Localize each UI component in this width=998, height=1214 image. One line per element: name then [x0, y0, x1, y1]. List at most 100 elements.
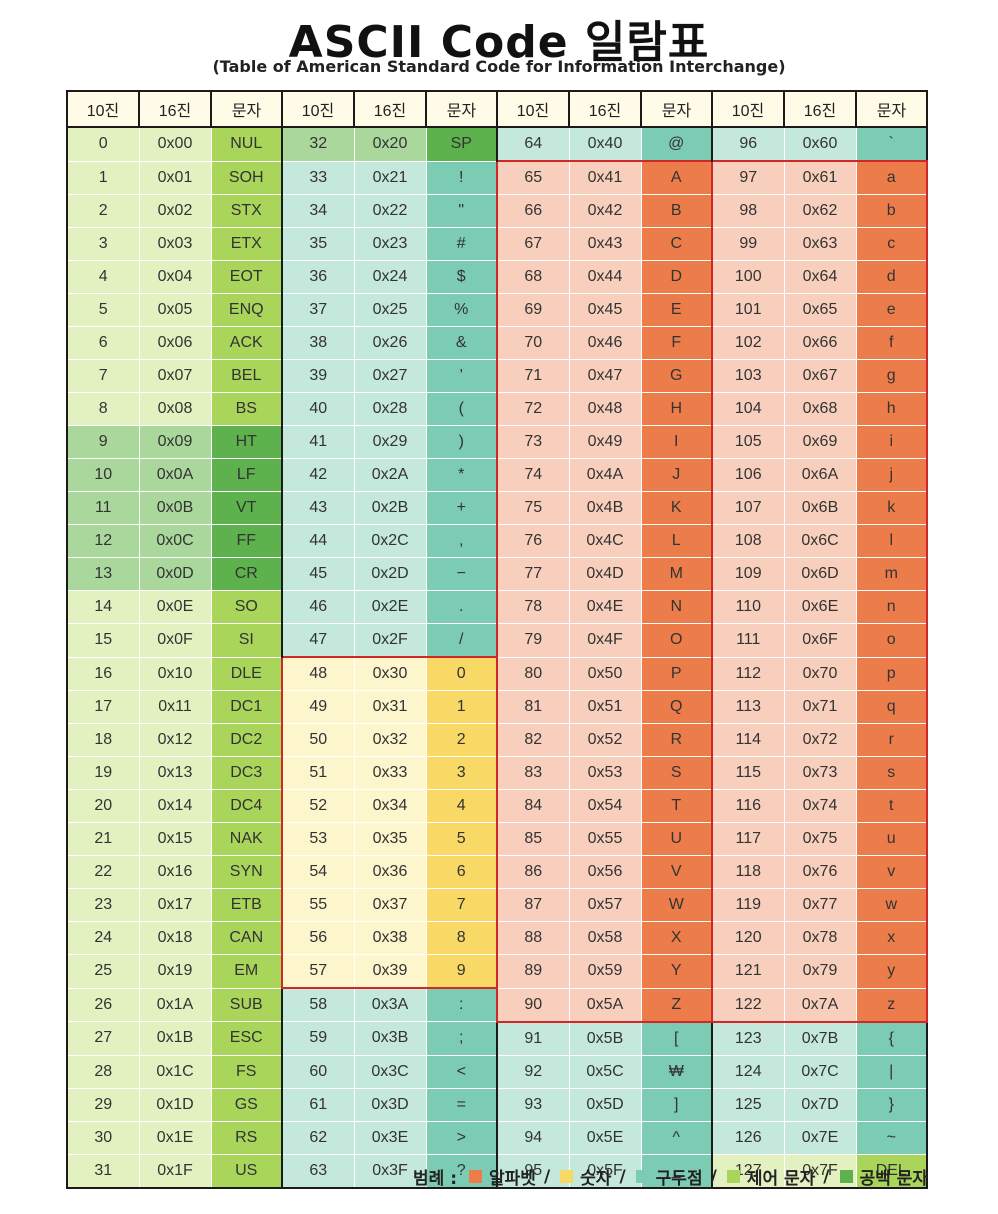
- decimal-cell: 34: [281, 194, 355, 228]
- char-cell: SI: [210, 623, 283, 658]
- decimal-cell: 117: [711, 822, 785, 856]
- column-header: 문자: [855, 90, 928, 128]
- legend-item-label: 공백 문자: [859, 1169, 928, 1189]
- legend-swatch: [635, 1170, 649, 1183]
- decimal-cell: 42: [281, 458, 355, 492]
- hex-cell: 0x7D: [783, 1087, 857, 1122]
- hex-cell: 0x28: [353, 392, 427, 426]
- hex-cell: 0x1B: [138, 1021, 212, 1056]
- decimal-cell: 119: [711, 888, 785, 922]
- table-row: 12 0x0C FF 44 0x2C, 76 0x4C L 108 0x6C l: [66, 524, 928, 558]
- decimal-cell: 27: [66, 1021, 140, 1056]
- decimal-cell: 9: [66, 425, 140, 459]
- char-cell: Z: [640, 987, 713, 1023]
- hex-cell: 0x01: [138, 160, 212, 195]
- char-cell: n: [855, 590, 928, 624]
- hex-cell: 0x49: [568, 425, 642, 459]
- hex-cell: 0x03: [138, 227, 212, 261]
- hex-cell: 0x37: [353, 888, 427, 922]
- char-cell: %: [425, 293, 498, 327]
- decimal-cell: 26: [66, 987, 140, 1022]
- hex-cell: 0x2D: [353, 557, 427, 591]
- hex-cell: 0x6D: [783, 557, 857, 591]
- decimal-cell: 100: [711, 260, 785, 294]
- decimal-cell: 53: [281, 822, 355, 856]
- decimal-cell: 106: [711, 458, 785, 492]
- table-row: 28 0x1C FS 60 0x3C <92 0x5C ₩124 0x7C |: [66, 1054, 928, 1089]
- decimal-cell: 33: [281, 160, 355, 195]
- table-row: 21 0x15 NAK 53 0x35 5 85 0x55 U 117 0x75 u: [66, 822, 928, 856]
- decimal-cell: 87: [496, 888, 570, 922]
- decimal-cell: 84: [496, 789, 570, 823]
- hex-cell: 0x32: [353, 723, 427, 757]
- hex-cell: 0x0D: [138, 557, 212, 591]
- hex-cell: 0x6A: [783, 458, 857, 492]
- decimal-cell: 49: [281, 690, 355, 724]
- char-cell: RS: [210, 1120, 283, 1155]
- char-cell: SYN: [210, 855, 283, 889]
- decimal-cell: 97: [711, 160, 785, 195]
- hex-cell: 0x72: [783, 723, 857, 757]
- char-cell: R: [640, 723, 713, 757]
- table-row: 22 0x16 SYN 54 0x36 6 86 0x56 V 118 0x76 v: [66, 855, 928, 889]
- hex-cell: 0x38: [353, 921, 427, 955]
- hex-cell: 0x3B: [353, 1021, 427, 1056]
- hex-cell: 0x00: [138, 126, 212, 162]
- table-row: 20 0x14 DC4 52 0x34 4 84 0x54 T 116 0x74 t: [66, 789, 928, 823]
- hex-cell: 0x6B: [783, 491, 857, 525]
- decimal-cell: 74: [496, 458, 570, 492]
- hex-cell: 0x52: [568, 723, 642, 757]
- decimal-cell: 105: [711, 425, 785, 459]
- hex-cell: 0x74: [783, 789, 857, 823]
- hex-cell: 0x68: [783, 392, 857, 426]
- hex-cell: 0x48: [568, 392, 642, 426]
- decimal-cell: 45: [281, 557, 355, 591]
- hex-cell: 0x1A: [138, 987, 212, 1022]
- decimal-cell: 67: [496, 227, 570, 261]
- char-cell: SP: [425, 126, 498, 162]
- decimal-cell: 43: [281, 491, 355, 525]
- table-row: 16 0x10 DLE 48 0x30 0 80 0x50 P 112 0x70 p: [66, 656, 928, 691]
- hex-cell: 0x3C: [353, 1054, 427, 1089]
- decimal-cell: 122: [711, 987, 785, 1023]
- table-row: 25 0x19 EM 57 0x39 9 89 0x59 Y 121 0x79 y: [66, 954, 928, 989]
- table-row: 2 0x02 STX 34 0x22 " 66 0x42 B 98 0x62 b: [66, 194, 928, 228]
- char-cell: ^: [640, 1120, 713, 1155]
- table-row: 15 0x0F SI 47 0x2F/79 0x4F O 111 0x6F o: [66, 623, 928, 658]
- decimal-cell: 40: [281, 392, 355, 426]
- hex-cell: 0x56: [568, 855, 642, 889]
- char-cell: u: [855, 822, 928, 856]
- char-cell: B: [640, 194, 713, 228]
- char-cell: ETB: [210, 888, 283, 922]
- char-cell: Y: [640, 954, 713, 989]
- decimal-cell: 55: [281, 888, 355, 922]
- decimal-cell: 65: [496, 160, 570, 195]
- char-cell: *: [425, 458, 498, 492]
- hex-cell: 0x2F: [353, 623, 427, 658]
- table-body: 0 0x00 NUL 32 0x20 SP 64 0x40 @96 0x60 ` 1 0x01 SOH 33…: [66, 126, 928, 1188]
- hex-cell: 0x09: [138, 425, 212, 459]
- decimal-cell: 24: [66, 921, 140, 955]
- decimal-cell: 60: [281, 1054, 355, 1089]
- char-cell: −: [425, 557, 498, 591]
- char-cell: 8: [425, 921, 498, 955]
- char-cell: ;: [425, 1021, 498, 1056]
- hex-cell: 0x13: [138, 756, 212, 790]
- char-cell: r: [855, 723, 928, 757]
- hex-cell: 0x47: [568, 359, 642, 393]
- hex-cell: 0x35: [353, 822, 427, 856]
- char-cell: ,: [425, 524, 498, 558]
- hex-cell: 0x4F: [568, 623, 642, 658]
- decimal-cell: 116: [711, 789, 785, 823]
- char-cell: W: [640, 888, 713, 922]
- hex-cell: 0x0E: [138, 590, 212, 624]
- decimal-cell: 25: [66, 954, 140, 989]
- char-cell: EM: [210, 954, 283, 989]
- decimal-cell: 1: [66, 160, 140, 195]
- char-cell: h: [855, 392, 928, 426]
- char-cell: b: [855, 194, 928, 228]
- decimal-cell: 46: [281, 590, 355, 624]
- hex-cell: 0x69: [783, 425, 857, 459]
- hex-cell: 0x59: [568, 954, 642, 989]
- char-cell: ESC: [210, 1021, 283, 1056]
